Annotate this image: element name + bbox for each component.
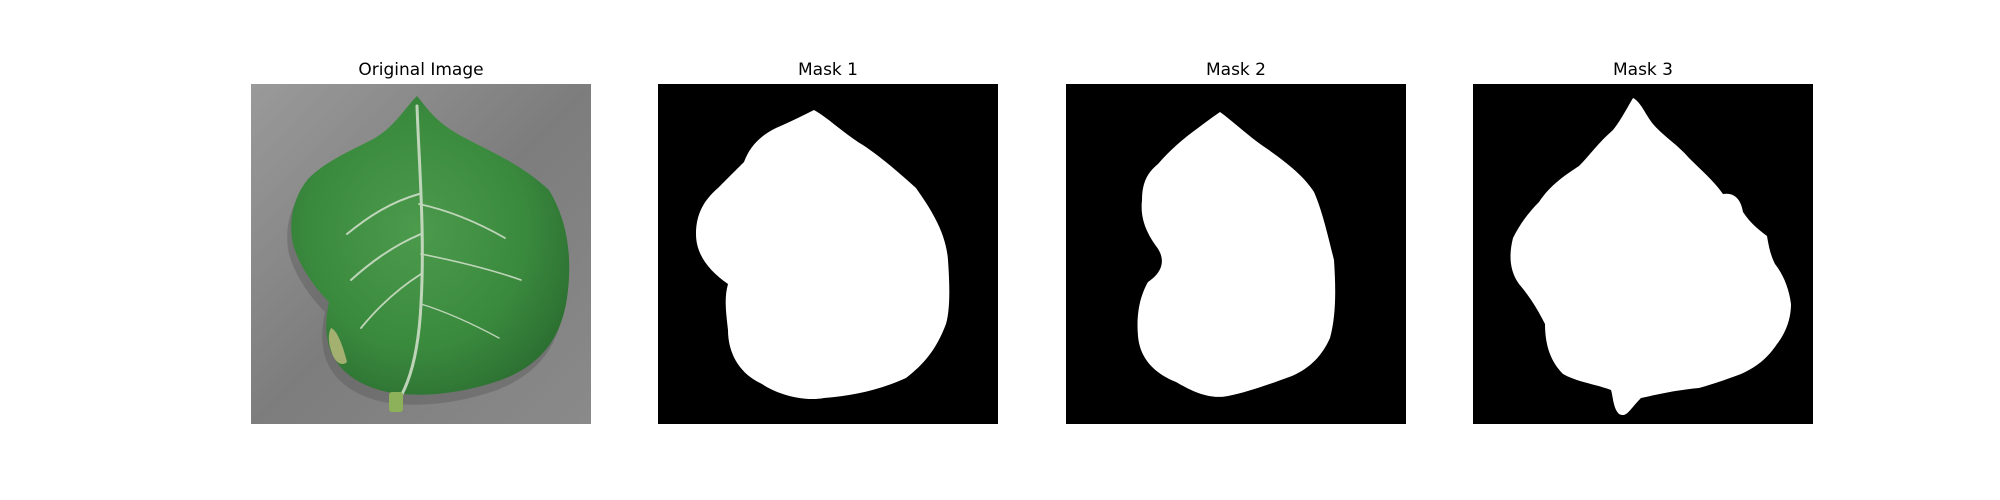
leaf-shape xyxy=(291,96,570,395)
panel-mask-2: Mask 2 xyxy=(1066,58,1406,424)
mask-1-image xyxy=(658,84,998,424)
mask-3-image xyxy=(1473,84,1813,424)
panel-original-image: Original Image xyxy=(251,58,591,424)
panel-title: Original Image xyxy=(358,60,484,80)
panel-title: Mask 3 xyxy=(1612,60,1673,80)
mask-2-image xyxy=(1066,84,1406,424)
panel-mask-1: Mask 1 xyxy=(658,58,998,424)
panel-title: Mask 1 xyxy=(797,60,858,80)
leaf-stem xyxy=(389,392,403,412)
mask-2-shape xyxy=(1137,112,1336,397)
mask-1-shape xyxy=(696,110,950,400)
panel-title: Mask 2 xyxy=(1205,60,1266,80)
panel-mask-3: Mask 3 xyxy=(1473,58,1813,424)
leaf-photo xyxy=(251,84,591,424)
mask-3-shape xyxy=(1510,98,1791,416)
